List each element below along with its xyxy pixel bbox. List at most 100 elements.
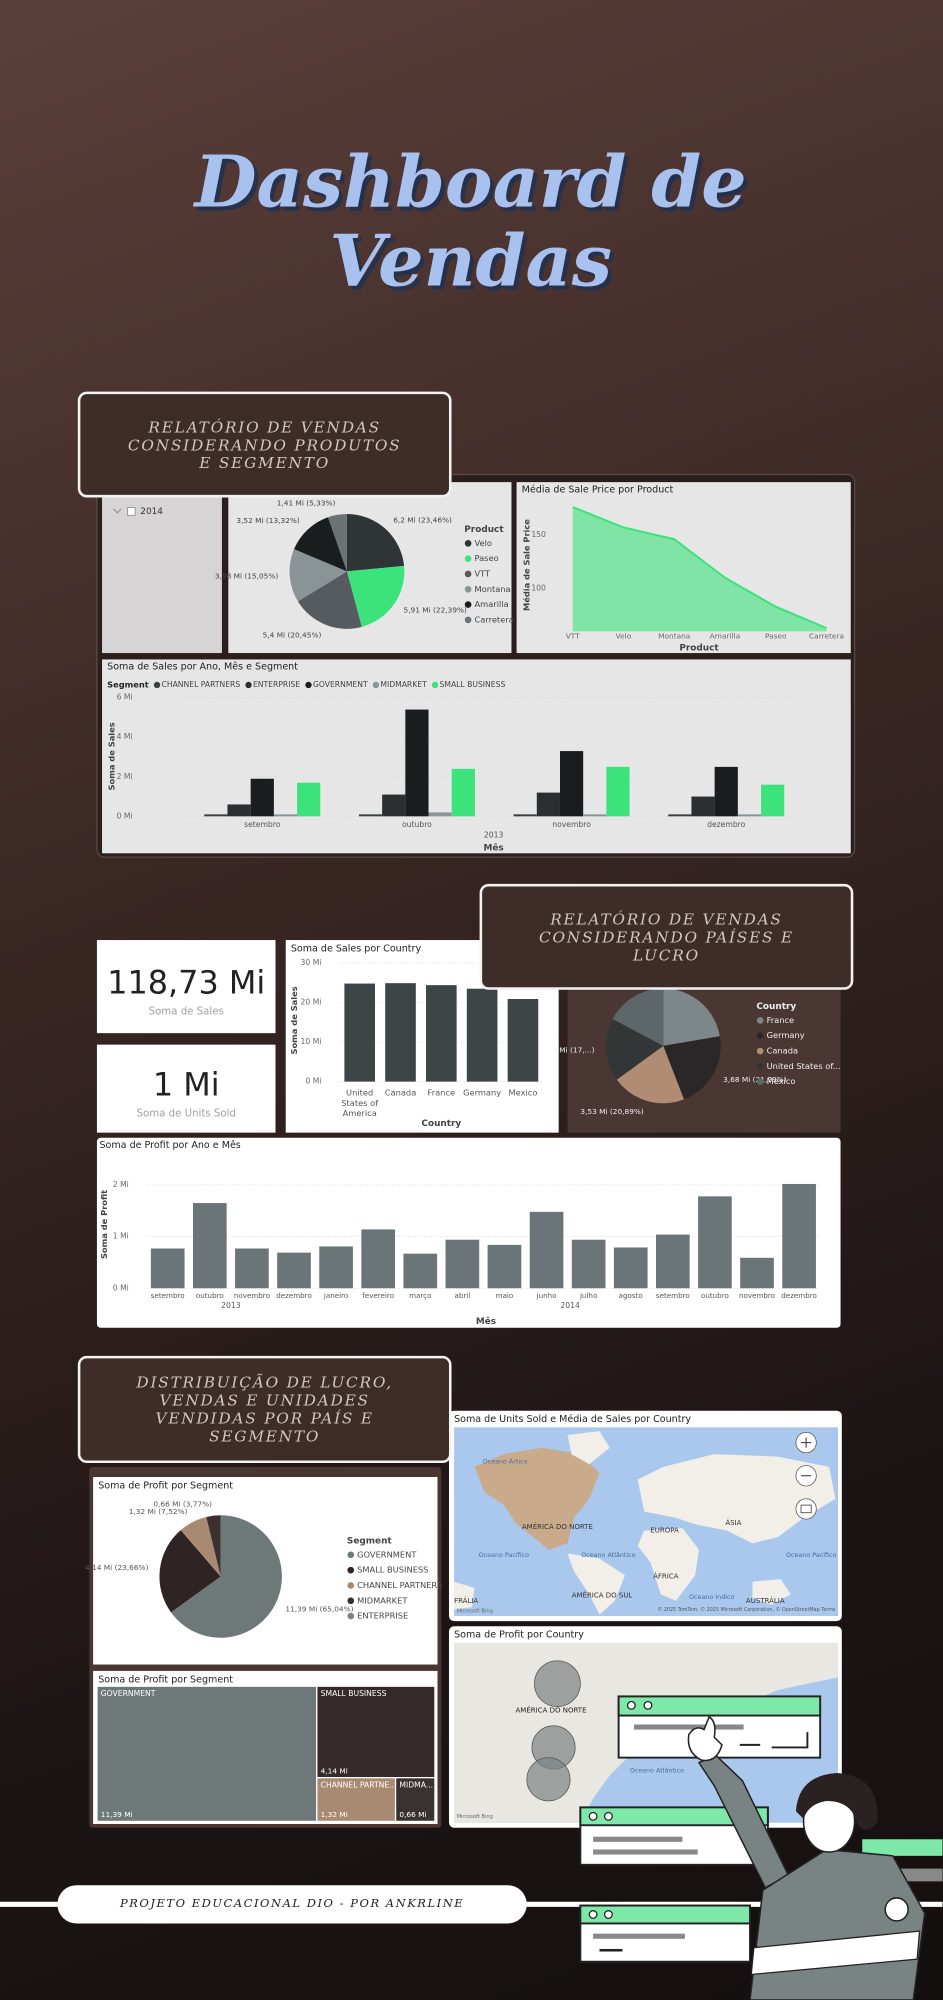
legend-label: ENTERPRISE xyxy=(253,680,300,689)
x-tick-label: Amarilla xyxy=(710,631,740,640)
y-axis-label: Média de Sale Price xyxy=(521,519,531,611)
bar xyxy=(204,814,228,817)
legend-swatch xyxy=(464,570,472,578)
x-tick-label: dezembro xyxy=(276,1291,312,1300)
treemap-cell xyxy=(96,1685,318,1823)
bar xyxy=(319,1246,353,1289)
window-line xyxy=(593,1849,698,1855)
hand xyxy=(687,1715,723,1762)
legend-label: Germany xyxy=(767,1030,805,1040)
y-tick-label: 1 Mi xyxy=(113,1232,129,1241)
bar xyxy=(606,766,630,817)
window-bar xyxy=(579,1904,751,1925)
legend-swatch xyxy=(347,1551,355,1559)
bar xyxy=(445,1239,480,1289)
bar xyxy=(382,794,406,817)
bar xyxy=(235,1248,269,1289)
legend-swatch xyxy=(431,681,439,689)
data-label: 4,14 Mi xyxy=(321,1766,348,1775)
bar xyxy=(698,1196,732,1289)
x-tick-label: Carretera xyxy=(809,631,844,640)
kpi-card xyxy=(96,1044,276,1133)
legend-swatch xyxy=(464,555,472,562)
map-land xyxy=(454,1431,836,1615)
hair xyxy=(795,1772,878,1830)
bar xyxy=(192,1203,227,1289)
y-tick-label: 6 Mi xyxy=(117,693,133,702)
footer: PROJETO EDUCACIONAL DIO - POR ANKRLINE xyxy=(57,1885,527,1924)
map-label: AMÉRICA DO NORTE xyxy=(516,1705,587,1714)
select-button[interactable] xyxy=(795,1498,817,1520)
pie-slice xyxy=(663,988,720,1046)
legend-swatch xyxy=(756,1017,764,1024)
legend-swatch xyxy=(464,616,472,624)
map-label: Oceano Atlântico xyxy=(581,1551,635,1559)
map-brand: Microsoft Bing xyxy=(457,1608,493,1614)
data-label: 5,91 Mi (22,39%) xyxy=(404,606,468,615)
window-line xyxy=(593,1836,683,1842)
legend-label: Montana xyxy=(474,584,510,594)
data-label: 1,32 Mi xyxy=(321,1810,348,1819)
x-group-label: 2013 xyxy=(484,830,504,839)
slicer-item[interactable]: 2014 xyxy=(140,507,163,517)
legend-label: Canada xyxy=(767,1046,799,1056)
pie-slice xyxy=(206,1515,221,1577)
y-axis-label: Soma de Sales xyxy=(289,986,299,1054)
bar xyxy=(691,796,715,817)
legend-label: ENTERPRISE xyxy=(357,1611,408,1621)
y-axis-label: Soma de Sales xyxy=(107,722,117,790)
checkbox[interactable] xyxy=(127,507,136,516)
pie-slice xyxy=(605,1018,664,1080)
bar xyxy=(227,804,251,817)
bar xyxy=(613,1247,648,1289)
bar xyxy=(737,814,762,817)
window-dot xyxy=(626,1700,636,1710)
pie-slice xyxy=(180,1517,221,1577)
legend-swatch xyxy=(347,1597,355,1605)
map-label: Oceano Índico xyxy=(689,1592,734,1601)
bar xyxy=(451,768,475,817)
legend-label: Paseo xyxy=(474,553,498,563)
pie-slice xyxy=(346,565,405,627)
y-tick-label: 0 Mi xyxy=(305,1077,321,1086)
map-label: EUROPA xyxy=(650,1526,679,1535)
legend-swatch xyxy=(347,1582,355,1589)
data-label: 0,66 Mi (3,77%) xyxy=(153,1499,212,1508)
x-axis-label: Mês xyxy=(484,843,504,854)
bar xyxy=(273,814,298,817)
map-label: ÁSIA xyxy=(725,1518,741,1527)
x-tick-label: julho xyxy=(579,1291,597,1300)
x-tick-label: dezembro xyxy=(707,820,746,829)
x-axis-label: Country xyxy=(421,1119,461,1129)
bar xyxy=(250,778,274,817)
legend-title: Segment xyxy=(347,1536,392,1546)
deco-bar xyxy=(862,1839,943,1856)
select-icon xyxy=(800,1504,812,1514)
pie-slice xyxy=(612,988,664,1046)
window-line xyxy=(633,1724,744,1730)
bar xyxy=(529,1211,564,1289)
pie-slice xyxy=(294,517,347,572)
chevron xyxy=(113,508,122,514)
window-line xyxy=(593,1933,685,1939)
bar xyxy=(714,766,738,817)
legend-swatch xyxy=(464,585,472,593)
x-tick-label: Canada xyxy=(384,1088,417,1099)
bar xyxy=(571,1239,606,1289)
chart-title: Soma de Profit por Segment xyxy=(98,1674,233,1685)
bar xyxy=(668,814,692,817)
x-tick-label: setembro xyxy=(244,820,281,829)
legend-swatch xyxy=(305,681,312,689)
chart-title: Soma de Sales por Country xyxy=(291,943,422,954)
window-dot xyxy=(588,1910,598,1919)
treemap-cell xyxy=(394,1777,436,1823)
x-axis-label: Product xyxy=(679,643,719,653)
hand xyxy=(884,1897,909,1922)
data-label: 11,39 Mi (65,04%) xyxy=(285,1605,353,1614)
legend-title: Segment xyxy=(107,679,149,689)
legend-label: Mexico xyxy=(767,1076,796,1086)
legend-label: MIDMARKET xyxy=(357,1595,408,1605)
map-label: FRÁLIA xyxy=(454,1596,478,1605)
